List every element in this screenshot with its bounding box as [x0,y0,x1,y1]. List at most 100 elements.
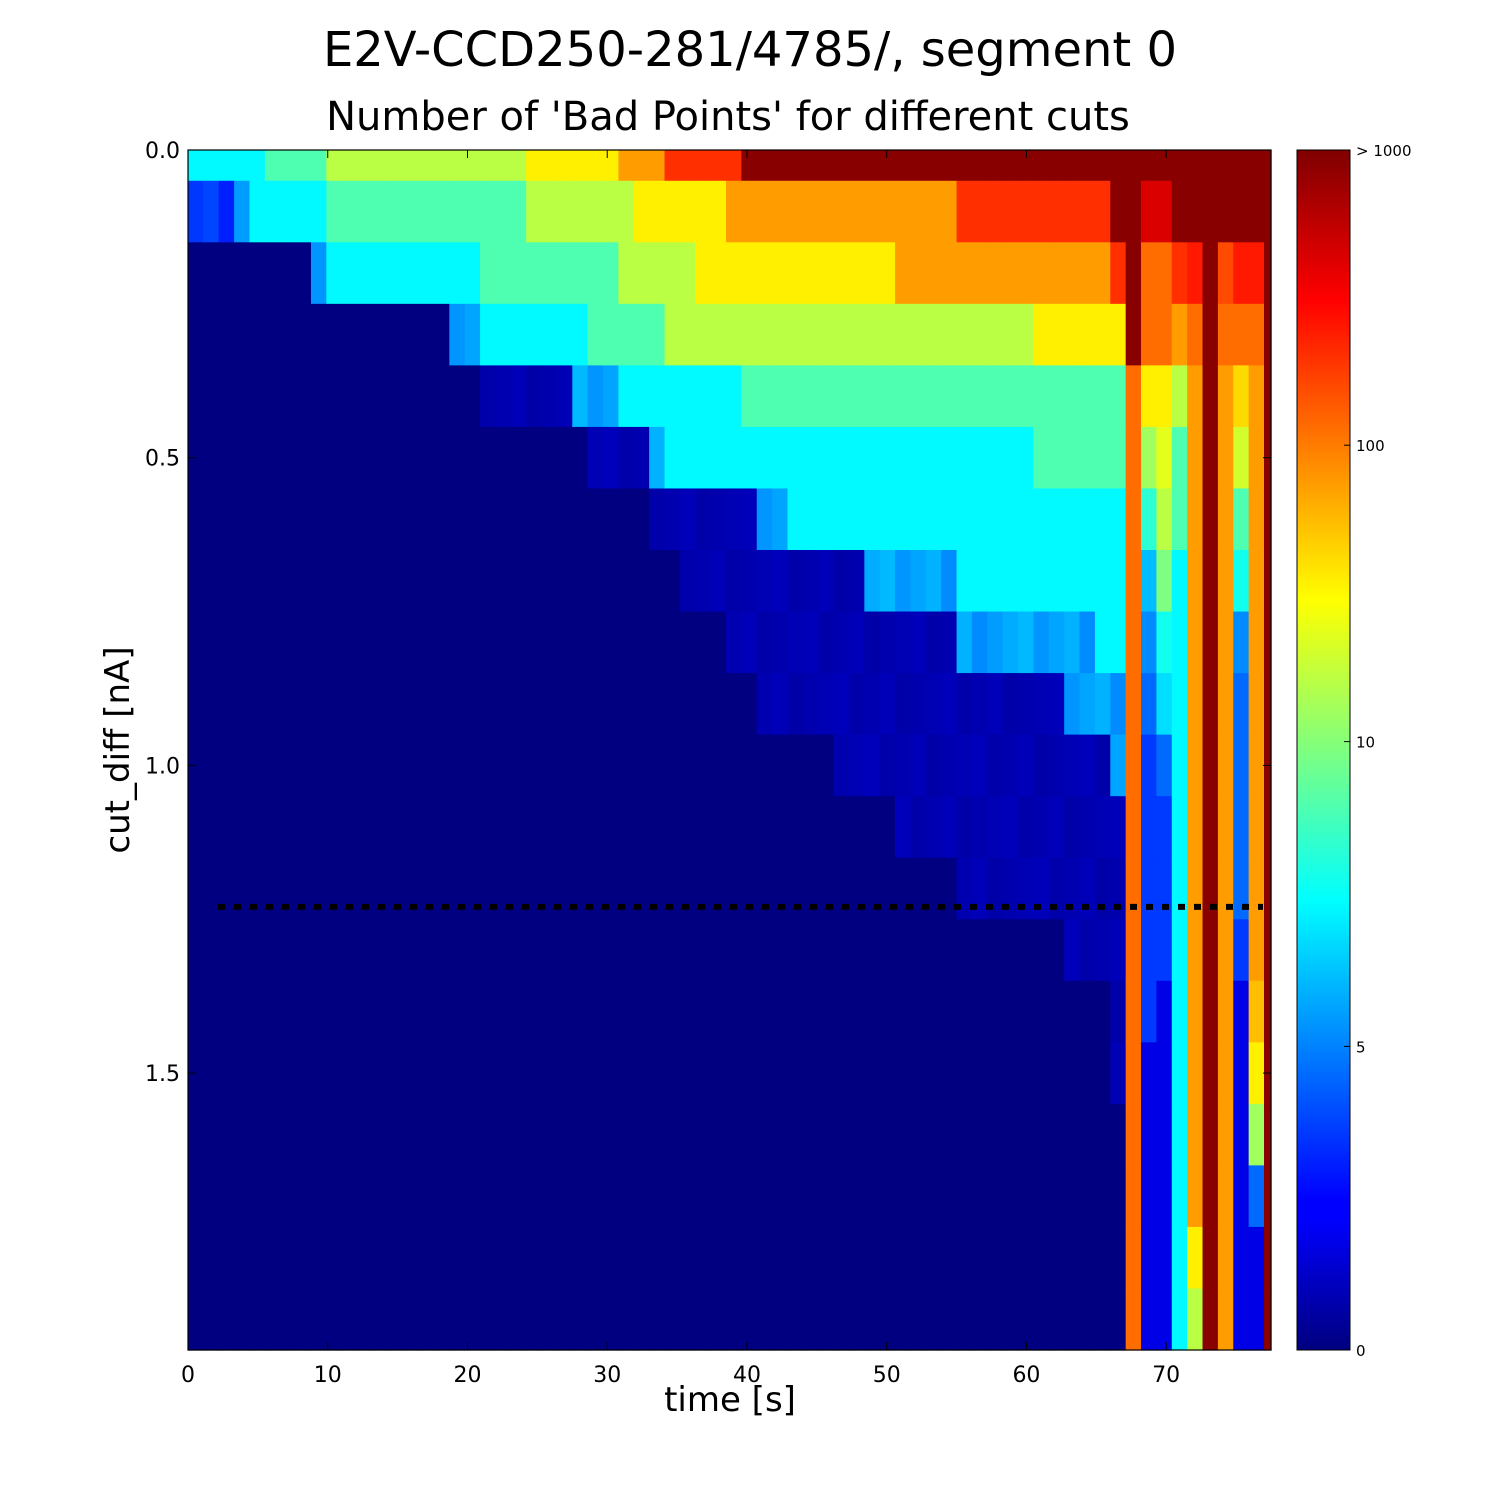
heatmap-cell [618,1042,635,1105]
heatmap-cell [526,365,543,428]
colorbar-tick-label: > 1000 [1356,142,1412,160]
y-tick-label: 1.0 [145,754,180,779]
heatmap-cell [895,242,912,305]
heatmap-cell [341,242,358,305]
heatmap-cell [603,611,620,674]
heatmap-cell [1110,673,1127,736]
colorbar-tick-label: 10 [1356,734,1375,752]
heatmap-cell [1094,673,1111,736]
heatmap-cell [879,1288,896,1351]
heatmap-cell [433,919,450,982]
heatmap-cell [864,180,881,243]
heatmap-cell [480,857,497,920]
heatmap-cell [341,857,358,920]
heatmap-cell [895,857,912,920]
heatmap-cell [1187,734,1204,797]
heatmap-cell [218,1288,235,1351]
heatmap-cell [203,303,220,366]
heatmap-cell [495,242,512,305]
heatmap-cell [433,1226,450,1290]
heatmap-cell [1079,1042,1096,1105]
heatmap-cell [280,796,297,859]
heatmap-cell [879,488,896,551]
heatmap-cell [295,242,312,305]
heatmap-cell [357,734,374,797]
heatmap-cell [480,734,497,797]
heatmap-cell [1064,150,1081,182]
heatmap-cell [772,1165,789,1228]
heatmap-cell [1187,365,1204,428]
heatmap-cell [464,150,481,182]
heatmap-cell [449,1226,466,1290]
heatmap-cell [249,150,266,182]
heatmap-cell [1141,488,1158,551]
heatmap-cell [956,611,973,674]
heatmap-cell [633,673,650,736]
heatmap-cell [526,426,543,490]
heatmap-cell [295,550,312,613]
heatmap-cell [1018,1288,1035,1351]
heatmap-cell [1248,673,1265,736]
heatmap-cell [1248,488,1265,551]
heatmap-cell [971,180,988,243]
heatmap-cell [710,150,727,182]
heatmap-cell [956,1165,973,1228]
heatmap-cell [664,857,681,920]
heatmap-cell [464,180,481,243]
heatmap-cell [833,857,850,920]
heatmap-cell [864,1165,881,1228]
heatmap-cell [510,1288,527,1351]
heatmap-cell [280,980,297,1043]
heatmap-cell [818,611,835,674]
heatmap-cell [556,1165,573,1228]
heatmap-cell [587,857,604,920]
heatmap-cell [787,365,804,428]
heatmap-cell [1048,365,1065,428]
heatmap-cell [341,611,358,674]
heatmap-cell [1064,857,1081,920]
heatmap-cell [188,488,204,551]
heatmap-cell [433,150,450,182]
heatmap-cell [264,1288,281,1351]
heatmap-cell [1187,550,1204,613]
heatmap-cell [310,673,327,736]
heatmap-cell [1233,1226,1250,1290]
heatmap-cell [664,1165,681,1228]
heatmap-cell [633,980,650,1043]
heatmap-cell [341,673,358,736]
heatmap-cell [741,796,758,859]
heatmap-cell [1202,365,1219,428]
heatmap-cell [541,611,558,674]
heatmap-cell [526,242,543,305]
heatmap-cell [1202,1042,1219,1105]
heatmap-cell [587,150,604,182]
heatmap-cell [357,857,374,920]
heatmap-cell [1264,1165,1272,1228]
heatmap-cell [587,796,604,859]
heatmap-cell [249,1226,266,1290]
heatmap-cell [572,242,589,305]
heatmap-cell [1233,734,1250,797]
heatmap-cell [802,980,819,1043]
figure-title: E2V-CCD250-281/4785/, segment 0 [322,22,1178,78]
heatmap-cell [1264,180,1272,243]
heatmap-cell [1217,426,1234,490]
heatmap-cell [987,180,1004,243]
heatmap-cell [756,180,773,243]
heatmap-cell [664,1042,681,1105]
heatmap-cell [679,365,696,428]
heatmap-cell [879,1165,896,1228]
heatmap-cell [480,673,497,736]
heatmap-cell [941,1288,958,1351]
heatmap-cell [387,980,404,1043]
heatmap-cell [1018,303,1035,366]
heatmap-cell [357,1165,374,1228]
heatmap-cell [1171,303,1188,366]
heatmap-cell [603,734,620,797]
heatmap-cell [1110,150,1127,182]
heatmap-cell [203,919,220,982]
heatmap-cell [756,1042,773,1105]
heatmap-cell [941,673,958,736]
heatmap-cell [695,857,712,920]
heatmap-cell [679,180,696,243]
